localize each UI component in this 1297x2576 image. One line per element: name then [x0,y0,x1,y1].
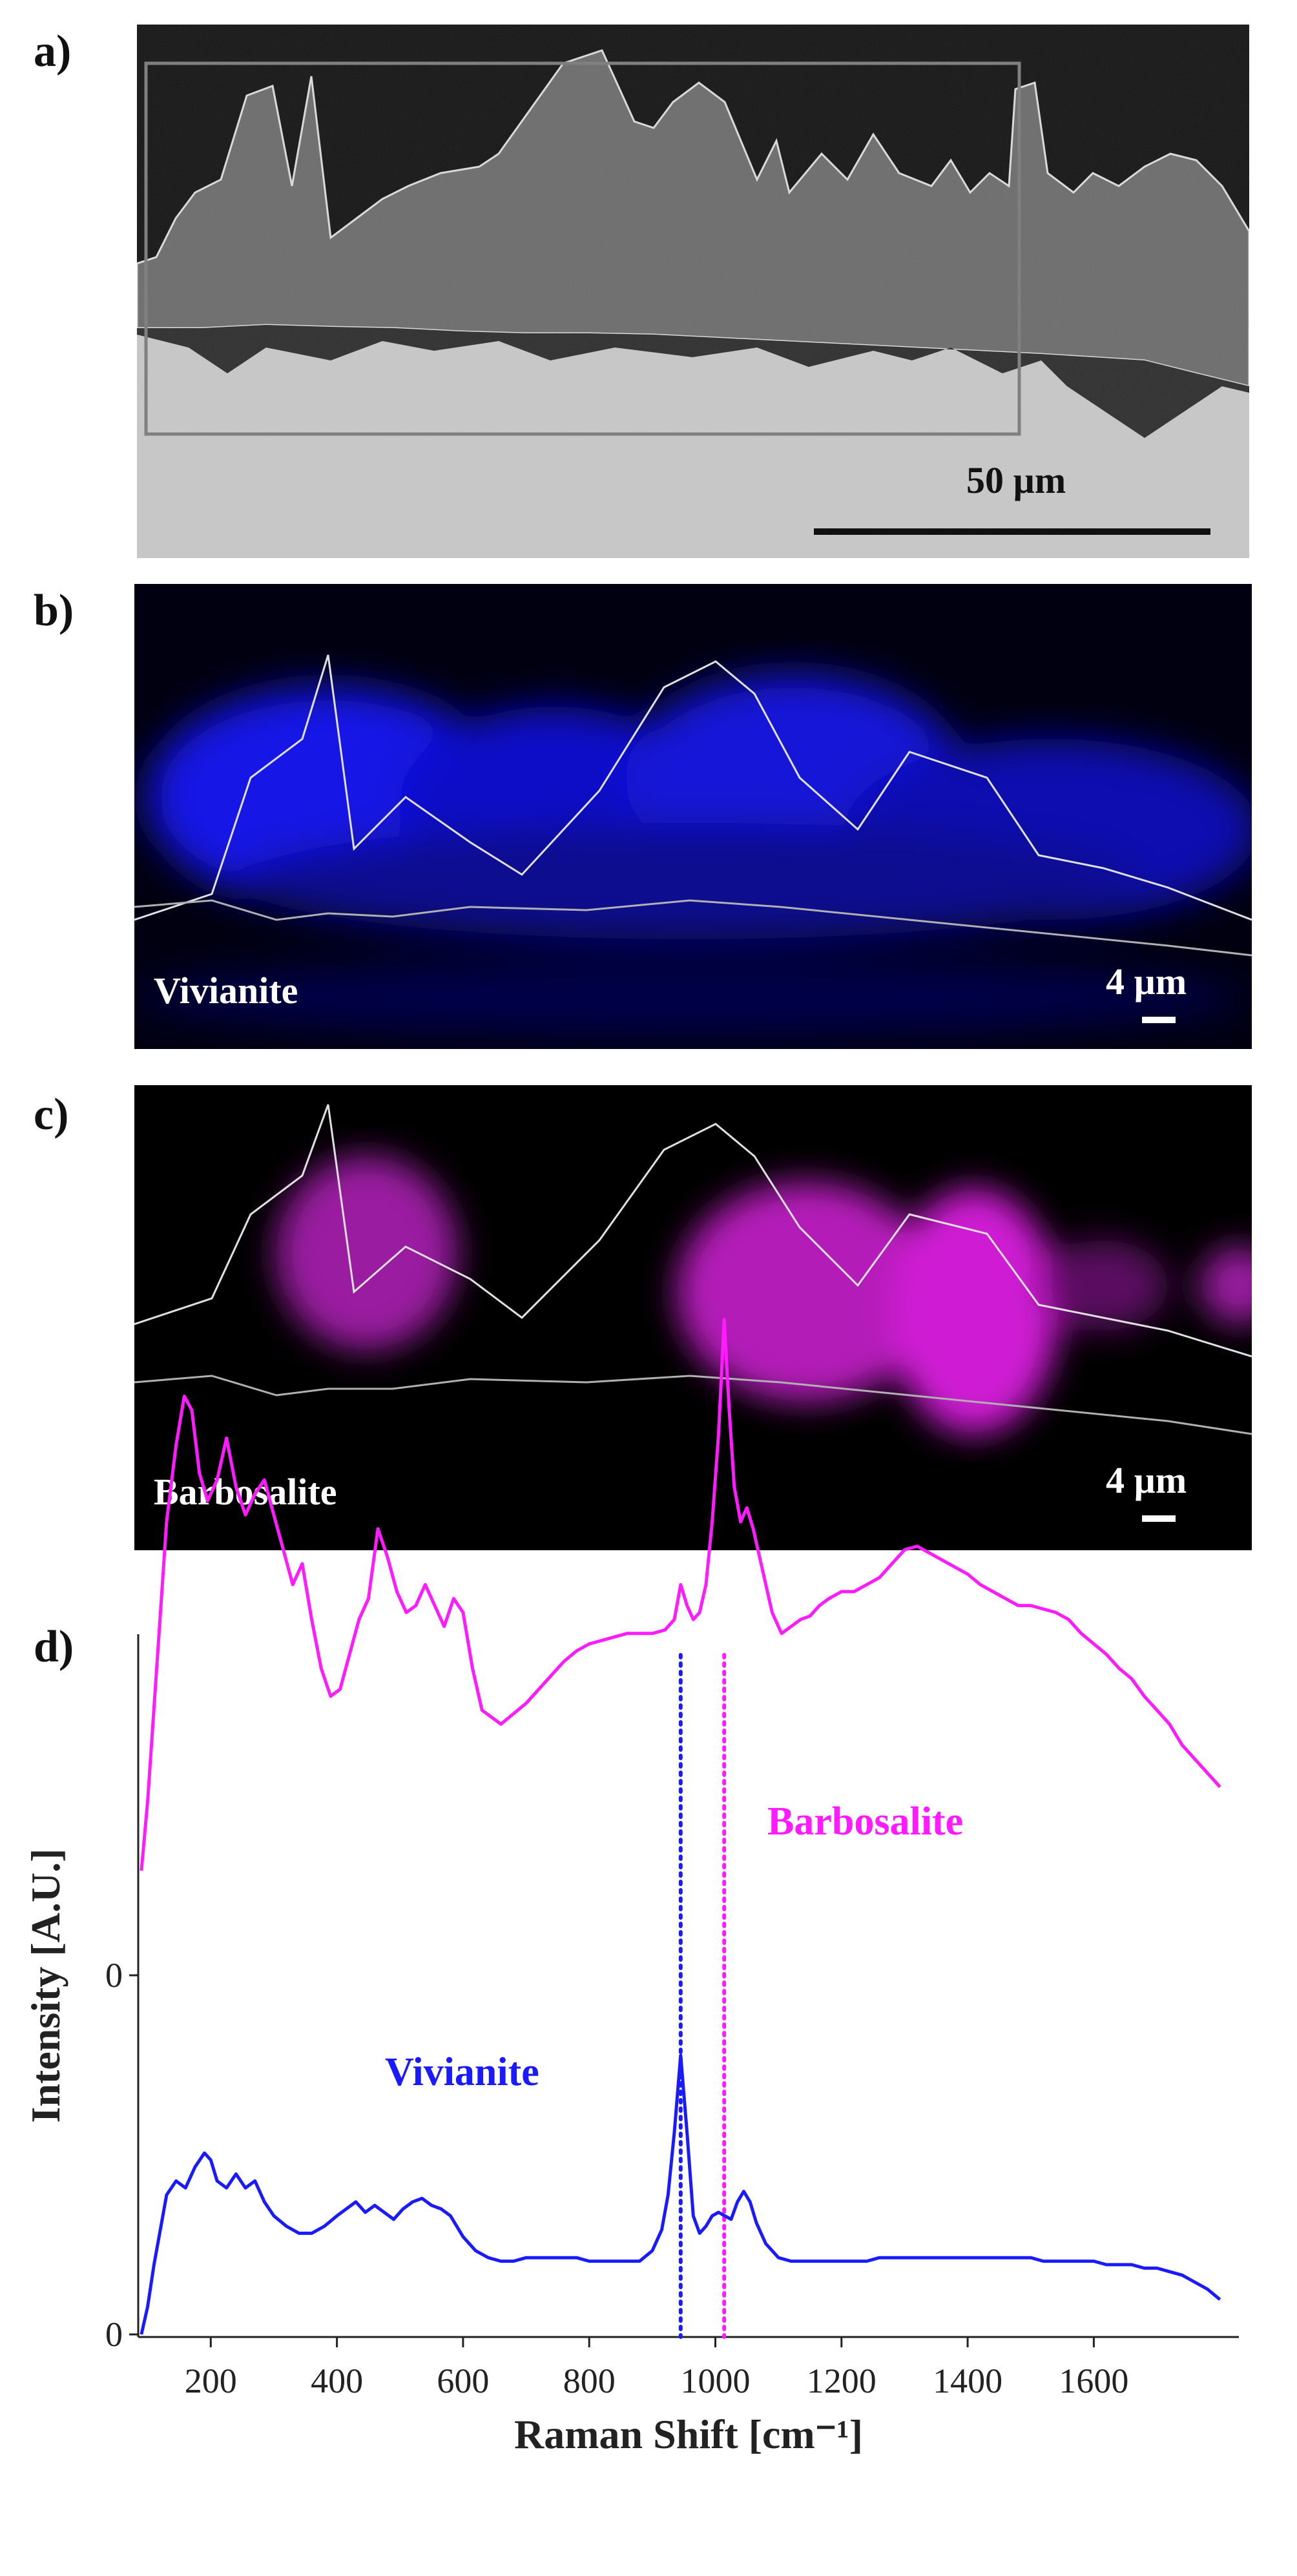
series-line-vivianite [140,2053,1221,2335]
x-tick-label: 200 [185,2362,237,2400]
x-tick-label: 400 [311,2362,363,2400]
x-tick-label: 1400 [933,2362,1002,2400]
panel-d-label: d) [34,1622,74,1672]
panel-b-label: b) [34,586,74,636]
series-line-barbosalite [140,1318,1221,1871]
x-tick-label: 1200 [807,2362,877,2400]
vivianite-map-label: Vivianite [154,970,298,1012]
scale-bar-label-b: 4 µm [1106,961,1187,1002]
x-tick-label: 800 [563,2362,616,2400]
panel-c-label: c) [34,1090,69,1139]
x-tick-label: 600 [437,2362,489,2400]
y-tick-label: 0 [105,2315,123,2354]
barbosalite-map [134,1085,1252,1550]
x-tick-label: 1000 [681,2362,751,2400]
panel-a-label: a) [34,26,72,76]
barbosalite-map-label: Barbosalite [154,1471,337,1513]
scale-bar-label-a: 50 µm [966,459,1066,501]
x-tick-label: 1600 [1059,2362,1128,2400]
y-axis-label: Intensity [A.U.] [23,1849,68,2123]
vivianite-map [134,584,1252,1049]
x-axis-label: Raman Shift [cm⁻¹] [514,2411,863,2457]
annotation-vivianite: Vivianite [385,2050,539,2094]
scale-bar-label-c: 4 µm [1106,1459,1187,1501]
y-tick-label: 0 [105,1956,123,1995]
sem-image [137,25,1249,558]
annotation-barbosalite: Barbosalite [767,1800,963,1844]
